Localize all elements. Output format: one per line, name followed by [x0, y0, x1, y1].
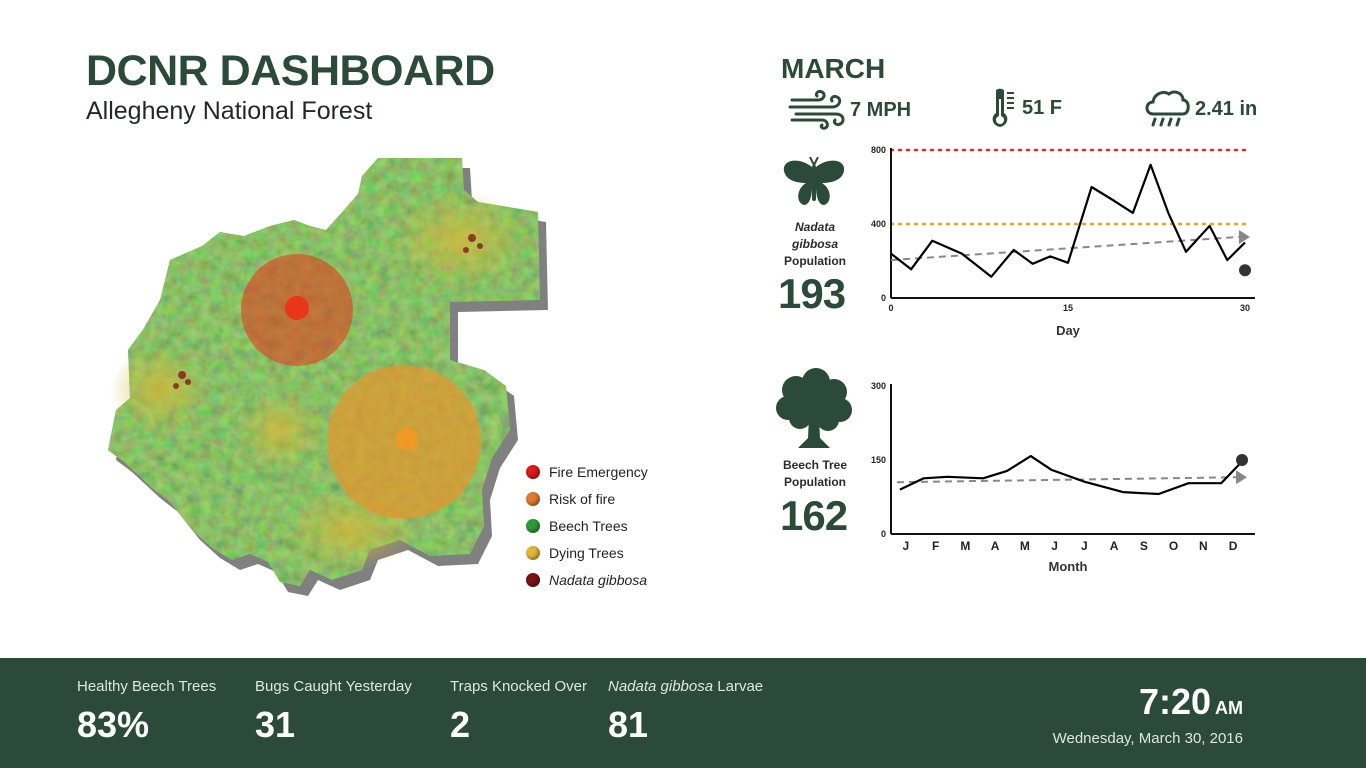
- nadata-gibbosa-dot: [526, 572, 540, 587]
- x-tick-label: A: [991, 539, 1000, 553]
- legend-label: Beech Trees: [549, 517, 628, 534]
- y-tick-label: 0: [881, 529, 886, 539]
- clock-date: Wednesday, March 30, 2016: [1052, 730, 1243, 747]
- moth-population-chart[interactable]: 0 400 800 0 15 30 Day: [862, 140, 1272, 345]
- y-tick-label: 150: [871, 455, 886, 465]
- wind-speed: 7 MPH: [850, 98, 912, 121]
- wind-icon: [788, 90, 845, 130]
- x-tick-label: O: [1169, 539, 1178, 553]
- map-legend: Fire Emergency Risk of fire Beech Trees …: [526, 458, 648, 593]
- page-title: DCNR DASHBOARD: [86, 47, 495, 95]
- clock: 7:20 AM Wednesday, March 30, 2016: [1052, 681, 1243, 748]
- forest-map[interactable]: [100, 150, 550, 600]
- legend-item-risk-of-fire: Risk of fire: [526, 485, 648, 512]
- series-line: [899, 454, 1243, 496]
- x-tick-label: 30: [1240, 303, 1250, 313]
- trend-line: [896, 476, 1237, 484]
- wind-reading: 7 MPH: [788, 90, 911, 130]
- x-axis-title: Month: [1049, 559, 1088, 574]
- fire-emergency-dot: [526, 464, 540, 479]
- x-tick-label: 0: [888, 303, 893, 313]
- x-tick-label: F: [932, 539, 939, 553]
- beech-trees-dot: [526, 518, 540, 533]
- beech-population-label: Beech Tree Population: [782, 458, 848, 489]
- y-tick-label: 400: [871, 219, 886, 229]
- stat-value: 2: [450, 704, 471, 745]
- x-tick-label: J: [1081, 539, 1088, 553]
- trend-arrow: [1239, 229, 1250, 244]
- month-label: MARCH: [781, 53, 886, 84]
- stat-bugs-caught: Bugs Caught Yesterday 31: [255, 678, 412, 743]
- fire-emergency-marker[interactable]: [285, 296, 309, 320]
- legend-label: Fire Emergency: [549, 463, 648, 480]
- latest-value-point: [1236, 454, 1249, 466]
- stat-label: Bugs Caught Yesterday: [255, 678, 412, 695]
- rainfall-value: 2.41 in: [1195, 97, 1258, 120]
- x-tick-label: D: [1229, 539, 1238, 553]
- x-tick-label: J: [903, 539, 910, 553]
- series-line: [890, 163, 1246, 278]
- risk-of-fire-dot: [526, 491, 540, 506]
- temperature-reading: 51 F: [988, 87, 1062, 129]
- clock-ampm: AM: [1215, 698, 1243, 718]
- latest-value-point: [1239, 264, 1251, 277]
- x-tick-label: 15: [1063, 303, 1073, 313]
- legend-label: Nadata gibbosa: [549, 571, 648, 588]
- legend-item-dying-trees: Dying Trees: [526, 539, 648, 566]
- stat-value: 81: [608, 704, 649, 745]
- x-tick-label: A: [1110, 539, 1119, 553]
- stat-value: 31: [255, 704, 296, 745]
- beech-population-value: 162: [780, 492, 848, 539]
- moth-population-value: 193: [778, 270, 846, 317]
- moth-population-label: Nadata gibbosa Population: [776, 219, 854, 270]
- rainfall-reading: 2.41 in: [1143, 88, 1257, 130]
- moth-population-caption: Population: [784, 254, 846, 268]
- thermometer-icon: [992, 88, 1014, 127]
- x-tick-label: J: [1051, 539, 1058, 553]
- stat-traps-knocked-over: Traps Knocked Over 2: [450, 678, 587, 743]
- x-tick-label: M: [1020, 539, 1030, 553]
- stat-label: Healthy Beech Trees: [77, 678, 217, 695]
- y-tick-label: 0: [881, 293, 886, 303]
- x-tick-label: S: [1140, 539, 1148, 553]
- page-subtitle: Allegheny National Forest: [86, 97, 373, 125]
- trend-arrow: [1236, 470, 1248, 485]
- x-axis-title: Day: [1056, 323, 1081, 338]
- legend-item-fire-emergency: Fire Emergency: [526, 458, 648, 485]
- legend-item-nadata-gibbosa: Nadata gibbosa: [526, 566, 648, 593]
- stat-label: Traps Knocked Over: [450, 678, 587, 695]
- x-tick-label: N: [1199, 539, 1208, 553]
- trend-line: [890, 235, 1240, 262]
- tree-icon: [776, 368, 852, 448]
- moth-species-name: Nadata gibbosa: [791, 220, 838, 251]
- footer-stats-bar: Healthy Beech Trees 83% Bugs Caught Yest…: [0, 658, 1366, 768]
- legend-label: Dying Trees: [549, 544, 624, 561]
- y-tick-label: 800: [871, 145, 886, 155]
- clock-time: 7:20 AM: [1138, 681, 1243, 722]
- stat-value: 83%: [77, 704, 150, 745]
- fire-risk-marker[interactable]: [396, 428, 418, 450]
- stat-label: Nadata gibbosa Larvae: [608, 678, 764, 695]
- dying-trees-dot: [526, 545, 540, 560]
- beech-population-chart[interactable]: 0 150 300 J F M A M J J A S O N D Month: [862, 376, 1272, 581]
- stat-larvae: Nadata gibbosa Larvae 81: [608, 678, 763, 743]
- temperature-value: 51 F: [1022, 96, 1063, 119]
- y-tick-label: 300: [871, 381, 886, 391]
- stat-healthy-beech-trees: Healthy Beech Trees 83%: [77, 678, 216, 743]
- legend-item-beech-trees: Beech Trees: [526, 512, 648, 539]
- x-tick-label: M: [960, 539, 970, 553]
- rain-cloud-icon: [1145, 90, 1190, 127]
- legend-label: Risk of fire: [549, 490, 616, 507]
- moth-icon: [783, 157, 845, 205]
